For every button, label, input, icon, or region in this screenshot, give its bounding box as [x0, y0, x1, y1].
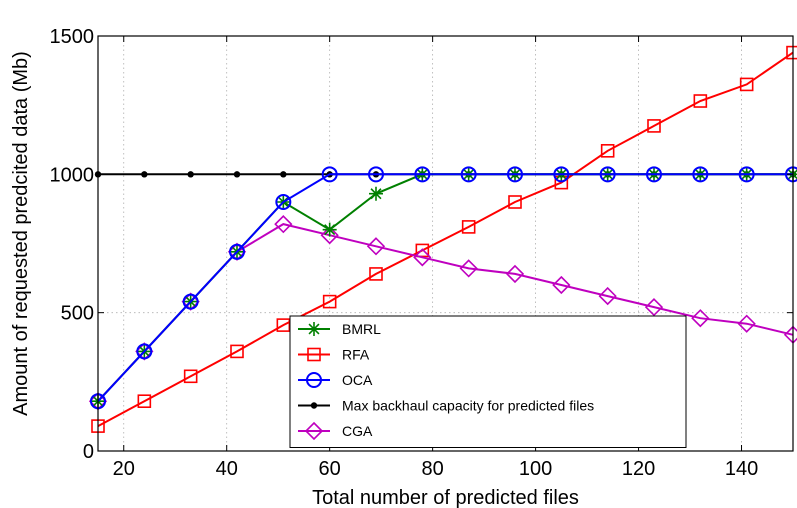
- data-point-rfa: [647, 119, 661, 133]
- data-point-max-backhaul-capacity-for-predicted-files: [280, 171, 287, 178]
- data-point-cga: [413, 248, 432, 267]
- data-point-oca: [553, 166, 570, 183]
- x-tick-label: 80: [422, 458, 444, 480]
- x-tick-label: 40: [216, 458, 238, 480]
- data-point-cga: [737, 314, 756, 333]
- data-point-cga: [366, 237, 386, 256]
- x-tick-label: 100: [519, 458, 552, 480]
- y-axis-label: Amount of requested predcited data (Mb): [10, 51, 32, 416]
- series-oca: [90, 166, 797, 410]
- x-tick-label: 20: [113, 458, 135, 480]
- data-point-bmrl: [322, 222, 337, 237]
- legend-marker: [306, 372, 322, 388]
- series-line-oca: [97, 173, 793, 402]
- legend: BMRL RFA OCA Max backhaul capacity for pred…: [289, 315, 687, 448]
- data-point-cga: [644, 298, 664, 317]
- legend-marker: [307, 347, 321, 362]
- y-tick-label: 1000: [50, 164, 95, 186]
- x-tick-label: 140: [725, 458, 758, 480]
- legend-marker: [310, 402, 318, 409]
- legend-label: BMRL: [342, 321, 381, 337]
- data-point-rfa: [693, 94, 708, 108]
- legend-label: RFA: [342, 347, 370, 363]
- x-axis-label: Total number of predicted files: [312, 487, 579, 508]
- data-point-oca: [738, 166, 755, 183]
- series-rfa: [91, 45, 797, 433]
- legend-marker: [304, 421, 324, 441]
- data-point-cga: [598, 286, 617, 306]
- legend-marker: [307, 322, 321, 336]
- data-point-cga: [505, 264, 525, 284]
- legend-box: [289, 315, 687, 448]
- data-point-rfa: [276, 318, 291, 332]
- data-point-cga: [274, 215, 293, 234]
- data-point-oca: [646, 166, 662, 183]
- data-point-max-backhaul-capacity-for-predicted-files: [233, 171, 241, 178]
- y-tick-label: 1500: [50, 26, 95, 48]
- data-point-rfa: [230, 344, 244, 359]
- data-point-oca: [460, 166, 477, 183]
- data-point-oca: [368, 166, 384, 183]
- plot-frame: [97, 35, 794, 452]
- data-point-oca: [599, 166, 616, 183]
- data-point-oca: [507, 166, 523, 183]
- y-tick-label: 0: [83, 441, 94, 463]
- axis-ticks: 20 40 60 80 100 120 140 0 500 1000 1500: [50, 26, 793, 480]
- data-point-oca: [321, 166, 338, 183]
- data-point-max-backhaul-capacity-for-predicted-files: [187, 171, 194, 178]
- series-line-rfa: [97, 51, 794, 427]
- data-point-oca: [182, 293, 199, 310]
- data-point-rfa: [739, 77, 754, 92]
- x-tick-label: 120: [622, 458, 655, 480]
- data-point-rfa: [137, 394, 152, 409]
- series-layer: [88, 45, 797, 433]
- legend-label: Max backhaul capacity for predicted file…: [342, 398, 594, 414]
- data-point-oca: [692, 166, 709, 183]
- data-point-cga: [691, 309, 710, 328]
- y-tick-label: 500: [61, 303, 94, 325]
- data-point-oca: [136, 343, 153, 360]
- data-point-rfa: [183, 369, 198, 384]
- data-point-rfa: [461, 220, 476, 234]
- data-point-oca: [229, 243, 245, 260]
- data-point-cga: [320, 226, 339, 245]
- data-point-rfa: [600, 144, 615, 158]
- data-point-oca: [275, 194, 292, 210]
- x-tick-label: 60: [319, 458, 341, 480]
- data-point-cga: [552, 275, 571, 295]
- data-point-rfa: [508, 195, 522, 209]
- data-point-oca: [414, 166, 431, 183]
- data-point-rfa: [369, 267, 383, 281]
- legend-label: CGA: [342, 423, 373, 439]
- data-point-cga: [459, 259, 478, 278]
- legend-label: OCA: [342, 372, 373, 388]
- data-point-rfa: [322, 294, 337, 309]
- data-point-bmrl: [369, 186, 383, 201]
- data-point-max-backhaul-capacity-for-predicted-files: [141, 171, 148, 178]
